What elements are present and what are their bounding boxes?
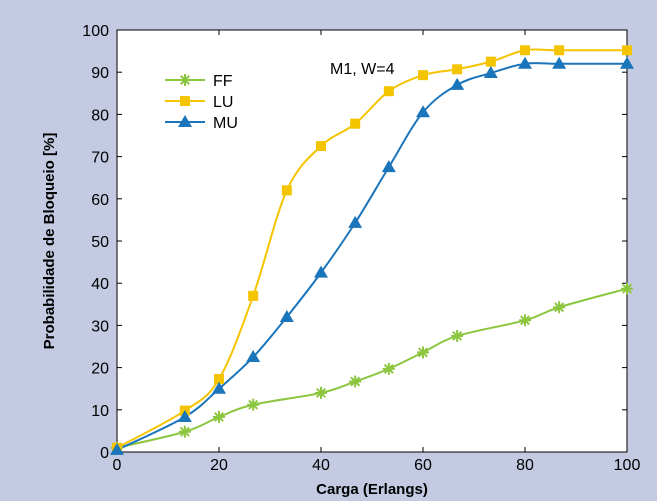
y-tick-label: 50 (91, 234, 109, 251)
data-point-lu (248, 290, 259, 301)
data-point-ff (621, 282, 633, 295)
x-tick-label: 100 (614, 457, 641, 474)
data-point-ff (178, 425, 191, 438)
data-point-mu (212, 381, 226, 394)
data-point-ff (315, 386, 327, 399)
data-point-mu (416, 105, 430, 118)
data-point-lu (418, 70, 428, 81)
data-point-lu (350, 118, 361, 129)
data-point-ff (349, 375, 362, 388)
y-axis-title: Probabilidade de Bloqueio [%] (41, 133, 58, 350)
data-point-mu (381, 160, 396, 173)
data-point-ff (553, 301, 566, 314)
data-point-lu (383, 86, 394, 97)
y-tick-label: 80 (91, 107, 109, 124)
data-point-mu (314, 265, 328, 278)
data-point-mu (110, 442, 124, 455)
y-tick-label: 20 (91, 361, 109, 378)
data-point-lu (452, 64, 463, 75)
data-point-ff (382, 362, 395, 375)
plot-area (116, 29, 628, 453)
series-line-ff (116, 287, 628, 449)
data-point-mu (348, 215, 363, 228)
data-point-ff (451, 329, 464, 342)
x-tick-label: 20 (210, 457, 228, 474)
data-point-lu (622, 45, 632, 56)
legend-marker-lu (180, 96, 190, 106)
data-point-mu (177, 409, 192, 422)
data-point-mu (246, 350, 261, 363)
x-tick-label: 80 (516, 457, 534, 474)
x-tick-label: 60 (414, 457, 432, 474)
y-tick-label: 40 (91, 276, 109, 293)
data-point-mu (450, 77, 465, 90)
y-tick-label: 0 (100, 445, 109, 462)
y-tick-label: 90 (91, 65, 109, 82)
data-point-mu (552, 56, 567, 69)
legend-marker-mu (178, 115, 192, 127)
data-point-lu (485, 56, 496, 67)
y-tick-label: 30 (91, 318, 109, 335)
y-tick-label: 60 (91, 192, 109, 209)
data-point-mu (518, 56, 532, 69)
legend-marker-ff (179, 74, 191, 86)
x-axis-title: Carga (Erlangs) (316, 481, 428, 498)
data-point-lu (554, 45, 565, 56)
data-point-lu (520, 45, 530, 56)
data-point-mu (483, 66, 498, 79)
legend-label-lu: LU (213, 94, 233, 111)
y-tick-label: 70 (91, 150, 109, 167)
data-point-lu (281, 185, 292, 196)
data-point-lu (214, 373, 224, 384)
annotation-label: M1, W=4 (330, 61, 395, 78)
y-tick-label: 10 (91, 403, 109, 420)
data-point-ff (417, 346, 429, 359)
data-point-ff (519, 314, 531, 327)
data-point-ff (247, 398, 260, 411)
legend-label-mu: MU (213, 115, 238, 132)
x-tick-label: 0 (113, 457, 122, 474)
data-point-mu (279, 309, 294, 322)
data-point-lu (316, 141, 326, 152)
data-point-mu (620, 56, 634, 69)
legend-label-ff: FF (213, 73, 233, 90)
x-tick-label: 40 (312, 457, 330, 474)
data-point-ff (213, 410, 225, 423)
y-tick-label: 100 (82, 23, 109, 40)
